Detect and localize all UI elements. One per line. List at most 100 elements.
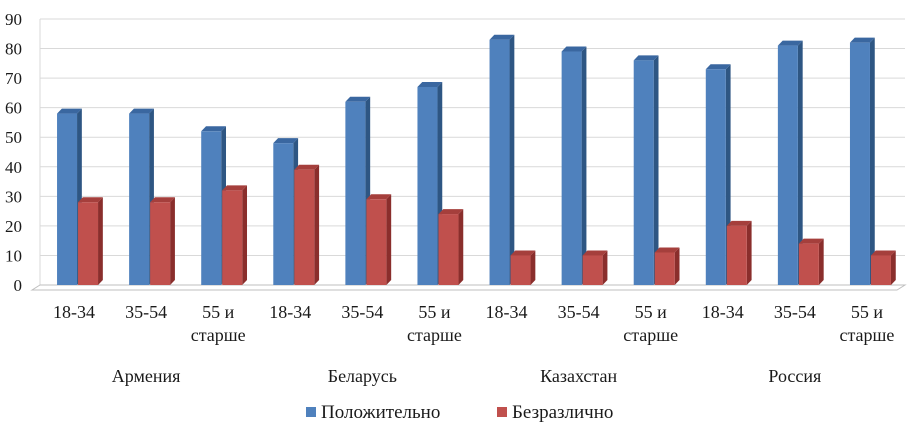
bar-front xyxy=(129,113,150,285)
x-tick-label: 55 и xyxy=(851,302,884,322)
chart-floor xyxy=(30,284,907,291)
x-axis-ticks: 18-34 35-54 55 и старше 18-34 35-54 55 и старше… xyxy=(53,302,894,345)
bar-top xyxy=(201,126,227,132)
y-tick-label: 30 xyxy=(5,187,22,206)
bar-positive xyxy=(849,37,875,286)
bar-top xyxy=(57,108,82,114)
group-label: Казахстан xyxy=(540,366,617,386)
bar-front xyxy=(561,51,582,286)
bar-indifferent xyxy=(366,194,392,285)
bar-front xyxy=(438,214,459,285)
y-tick-label: 40 xyxy=(5,158,22,177)
legend-label: Положительно xyxy=(321,402,440,423)
bar-front xyxy=(201,131,222,285)
bar-top xyxy=(510,250,536,256)
bar-indifferent xyxy=(582,250,608,285)
x-tick-label: 18-34 xyxy=(702,302,744,322)
x-tick-label: старше xyxy=(191,325,246,345)
bar-front xyxy=(222,190,243,285)
x-tick-label: 55 и xyxy=(202,302,235,322)
x-tick-label: старше xyxy=(839,325,894,345)
bar-side xyxy=(890,250,896,285)
bar-positive xyxy=(561,46,587,286)
bar-top xyxy=(654,247,680,253)
bar-front xyxy=(78,202,99,285)
bar-front xyxy=(510,255,531,285)
bar-side xyxy=(797,40,803,285)
bar-indifferent xyxy=(510,250,536,285)
bar-positive xyxy=(633,55,659,285)
bar-front xyxy=(705,69,726,285)
bar-top xyxy=(78,197,103,203)
bar-front xyxy=(150,202,171,285)
y-tick-label: 10 xyxy=(5,246,22,265)
bar-side xyxy=(602,250,608,285)
bar-front xyxy=(366,199,387,285)
x-tick-label: старше xyxy=(623,325,678,345)
bar-front xyxy=(489,39,510,285)
bar-positive xyxy=(777,40,803,285)
x-tick-label: 35-54 xyxy=(341,302,383,322)
x-tick-label: 18-34 xyxy=(486,302,528,322)
bar-top xyxy=(222,185,248,191)
bar-side xyxy=(98,197,103,285)
bar-front xyxy=(633,60,654,285)
bar-top xyxy=(345,96,371,102)
bar-front xyxy=(777,45,798,285)
bar-side xyxy=(581,46,587,286)
bar-top xyxy=(273,138,299,144)
bar-front xyxy=(582,255,603,285)
y-tick-label: 80 xyxy=(5,40,22,59)
bar-side xyxy=(674,247,680,285)
bar-side xyxy=(530,250,536,285)
bar-positive xyxy=(489,34,515,285)
legend-label: Безразлично xyxy=(512,402,613,423)
x-tick-label: 35-54 xyxy=(774,302,816,322)
bar-indifferent xyxy=(294,164,320,285)
x-tick-label: 18-34 xyxy=(269,302,311,322)
bar-front xyxy=(345,101,366,285)
x-tick-label: 55 и xyxy=(635,302,668,322)
y-axis-ticks: 0 10 20 30 40 50 60 70 80 90 xyxy=(5,10,22,295)
x-tick-label: 35-54 xyxy=(558,302,600,322)
bar-top xyxy=(294,164,320,170)
legend: Положительно Безразлично xyxy=(306,402,613,423)
x-tick-label: 55 и xyxy=(418,302,451,322)
bar-top xyxy=(582,250,608,256)
bar-top xyxy=(150,197,175,203)
bar-front xyxy=(654,252,675,285)
bar-side xyxy=(242,185,248,285)
bar-top xyxy=(129,108,154,114)
x-tick-label: старше xyxy=(407,325,462,345)
y-tick-label: 0 xyxy=(14,276,23,295)
bar-front xyxy=(294,169,315,285)
bar-top xyxy=(438,209,464,215)
y-tick-label: 20 xyxy=(5,217,22,236)
bar-front xyxy=(417,86,438,285)
bar-top xyxy=(798,238,824,244)
bar-indifferent xyxy=(798,238,824,285)
y-tick-label: 50 xyxy=(5,128,22,147)
group-label: Беларусь xyxy=(328,366,397,386)
bar-side xyxy=(746,220,752,285)
bar-indifferent xyxy=(222,185,248,285)
group-labels: Армения Беларусь Казахстан Россия xyxy=(112,366,822,386)
gridlines xyxy=(30,18,907,291)
bar-indifferent xyxy=(150,197,175,285)
legend-swatch xyxy=(306,407,316,417)
bar-top xyxy=(726,220,752,226)
bar-top xyxy=(489,34,515,40)
bar-top xyxy=(561,46,587,52)
bar-indifferent xyxy=(78,197,103,285)
bar-indifferent xyxy=(726,220,752,285)
bar-front xyxy=(57,113,78,285)
bar-top xyxy=(849,37,875,43)
bar-side xyxy=(458,209,464,285)
bar-front xyxy=(273,143,294,285)
y-tick-label: 70 xyxy=(5,69,22,88)
bars xyxy=(57,34,896,286)
bar-front xyxy=(870,255,891,285)
bar-side xyxy=(869,37,875,286)
bar-indifferent xyxy=(654,247,680,285)
bar-top xyxy=(870,250,896,256)
